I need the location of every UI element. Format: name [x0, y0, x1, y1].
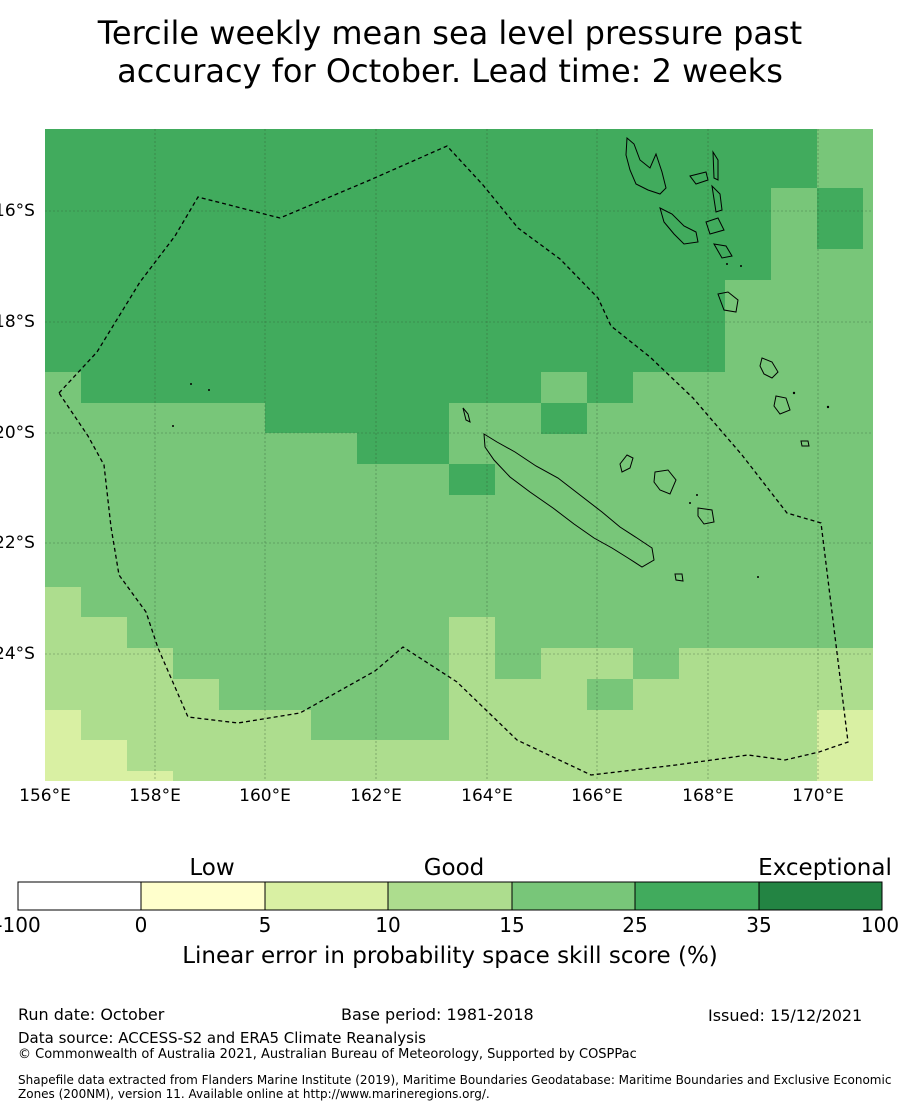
island-dot	[726, 263, 728, 265]
lon-label: 158°E	[129, 786, 181, 806]
colorbar-tick: -100	[0, 913, 41, 937]
lat-label: 20°S	[0, 423, 35, 443]
skill-cell-15-25	[587, 679, 633, 710]
vanuatu-islands	[625, 136, 667, 195]
base-period: Base period: 1981-2018	[341, 1005, 534, 1024]
colorbar-category-low: Low	[189, 855, 235, 881]
vanuatu-islands	[705, 217, 725, 235]
vanuatu-islands	[712, 150, 719, 181]
lat-label: 18°S	[0, 312, 35, 332]
skill-cell-25-35	[449, 464, 495, 495]
colorbar-tick: 0	[134, 913, 148, 937]
skill-region-5-10	[45, 710, 173, 781]
lon-label: 166°E	[571, 786, 623, 806]
colorbar-category-good: Good	[423, 855, 485, 881]
island-dot	[172, 425, 174, 427]
colorbar-tick: 10	[375, 913, 401, 937]
island-dot	[208, 389, 210, 391]
colorbar-bin	[758, 881, 883, 911]
island-dot	[826, 405, 830, 409]
island-dot	[689, 502, 691, 504]
issued-date: Issued: 15/12/2021	[708, 1006, 863, 1025]
new-caledonia-island	[483, 433, 655, 568]
loyalty-islands	[619, 454, 634, 473]
skill-region-25-35	[45, 129, 817, 464]
island-dot	[757, 576, 759, 578]
lon-label: 164°E	[461, 786, 513, 806]
vanuatu-islands	[713, 243, 733, 259]
colorbar-label: Linear error in probability space skill …	[182, 943, 718, 969]
chart-title: Tercile weekly mean sea level pressure p…	[0, 14, 900, 90]
colorbar-tick: 35	[746, 913, 772, 937]
eez-boundary	[58, 145, 849, 776]
colorbar-tick: 5	[258, 913, 272, 937]
vanuatu-islands	[711, 184, 723, 213]
skill-cell-25-35	[817, 188, 863, 249]
shapefile-credit: Shapefile data extracted from Flanders M…	[18, 1073, 892, 1101]
colorbar-bin	[140, 881, 266, 911]
title-line-2: accuracy for October. Lead time: 2 weeks	[117, 52, 783, 90]
island-dot	[190, 383, 192, 385]
copyright: © Commonwealth of Australia 2021, Austra…	[18, 1047, 637, 1062]
island-outline	[773, 395, 791, 415]
run-date: Run date: October	[18, 1005, 165, 1024]
colorbar-tick: 25	[622, 913, 648, 937]
colorbar	[17, 881, 883, 911]
island-dot	[740, 265, 742, 267]
island-outline	[800, 440, 810, 447]
island-outline	[674, 573, 684, 582]
island-dot	[792, 391, 796, 395]
colorbar-category-exceptional: Exceptional	[758, 855, 892, 881]
lon-label: 156°E	[19, 786, 71, 806]
vanuatu-islands	[717, 291, 739, 313]
lat-label: 24°S	[0, 644, 35, 664]
skill-region-10-15	[45, 587, 873, 781]
colorbar-bin	[387, 881, 513, 911]
lon-label: 162°E	[350, 786, 402, 806]
lon-label: 160°E	[239, 786, 291, 806]
lat-label: 16°S	[0, 201, 35, 221]
island-dot	[696, 494, 698, 496]
island-outline	[462, 407, 471, 423]
loyalty-islands	[697, 507, 715, 525]
graticule	[45, 129, 873, 781]
vanuatu-islands	[689, 171, 709, 185]
colorbar-tick: 15	[499, 913, 525, 937]
lon-label: 170°E	[792, 786, 844, 806]
data-source: Data source: ACCESS-S2 and ERA5 Climate …	[18, 1029, 426, 1047]
vanuatu-islands	[659, 207, 699, 245]
colorbar-tick: 100	[860, 913, 900, 937]
lon-label: 168°E	[682, 786, 734, 806]
colorbar-bin	[264, 881, 389, 911]
title-line-1: Tercile weekly mean sea level pressure p…	[97, 14, 803, 52]
colorbar-bin	[511, 881, 636, 911]
loyalty-islands	[653, 469, 677, 495]
colorbar-bin	[634, 881, 760, 911]
lat-label: 22°S	[0, 533, 35, 553]
colorbar-bin	[17, 881, 142, 911]
island-outline	[759, 357, 779, 379]
skill-cell-25-35	[541, 403, 587, 434]
